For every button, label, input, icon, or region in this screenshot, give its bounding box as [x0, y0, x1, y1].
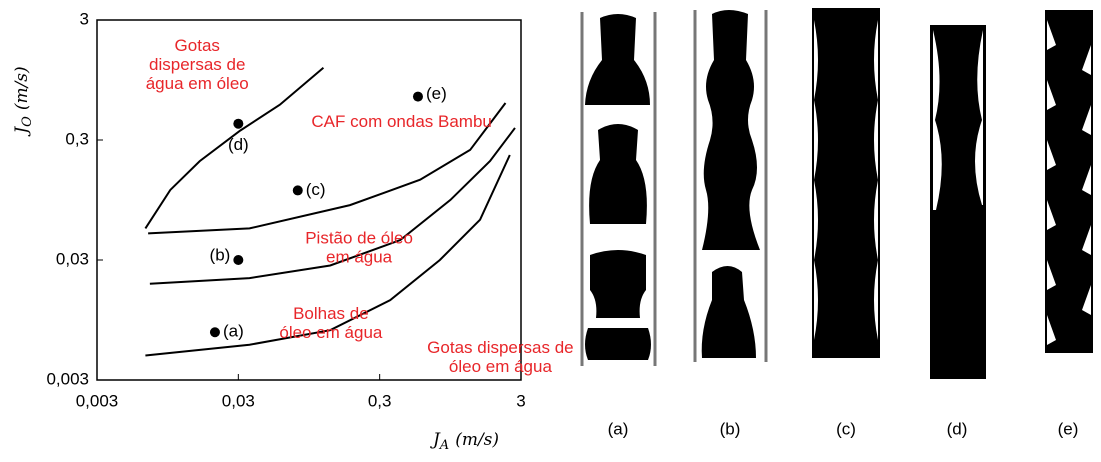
- xlabel: JA (m/s): [430, 430, 499, 453]
- x-tick-label: 3: [516, 391, 525, 410]
- point-label: (a): [223, 322, 244, 341]
- region-label: Bolhas de: [293, 304, 369, 323]
- point-label: (d): [228, 135, 249, 154]
- y-tick-label: 3: [80, 9, 89, 28]
- x-tick-label: 0,3: [368, 391, 392, 410]
- region-label: em água: [326, 247, 393, 266]
- region-label: dispersas de: [149, 55, 245, 74]
- region-label: água em óleo: [146, 74, 249, 93]
- boundary-line: [148, 102, 507, 235]
- boundary-line: [144, 66, 325, 229]
- region-label: óleo em água: [449, 357, 553, 376]
- ylabel: JO (m/s): [12, 66, 35, 136]
- region-label: Gotas dispersas de: [427, 338, 573, 357]
- region-label: CAF com ondas Bambu: [311, 112, 491, 131]
- data-point: [412, 91, 423, 102]
- region-label: Pistão de óleo: [305, 228, 413, 247]
- axis-subscript: O: [20, 116, 35, 127]
- x-tick-label: 0,003: [76, 391, 119, 410]
- point-label: (c): [306, 180, 326, 199]
- point-label: (b): [210, 245, 231, 264]
- data-point: [292, 185, 303, 196]
- photo-label: (a): [608, 419, 629, 438]
- boundary-line: [145, 154, 511, 357]
- photo-label: (b): [720, 419, 741, 438]
- photo-label: (c): [836, 419, 856, 438]
- data-point: [233, 255, 244, 265]
- plot-frame: [96, 19, 522, 381]
- y-tick-label: 0,3: [65, 129, 89, 148]
- y-tick-label: 0,03: [56, 249, 89, 268]
- axis-symbol: J: [430, 430, 441, 450]
- point-label: (e): [426, 84, 447, 103]
- photos: [580, 8, 1093, 379]
- photo-label: (e): [1058, 419, 1079, 438]
- y-tick-label: 0,003: [46, 369, 89, 388]
- axis-unit: (m/s): [12, 66, 32, 110]
- region-label: óleo em água: [279, 323, 383, 342]
- axis-symbol: J: [12, 126, 32, 137]
- axis-subscript: A: [439, 438, 449, 453]
- region-label: Gotas: [175, 36, 220, 55]
- data-point: [233, 118, 244, 129]
- photo-label: (d): [947, 419, 968, 438]
- axis-unit: (m/s): [455, 430, 499, 450]
- boundary-line: [149, 127, 516, 285]
- x-tick-label: 0,03: [222, 391, 255, 410]
- data-point: [209, 327, 220, 338]
